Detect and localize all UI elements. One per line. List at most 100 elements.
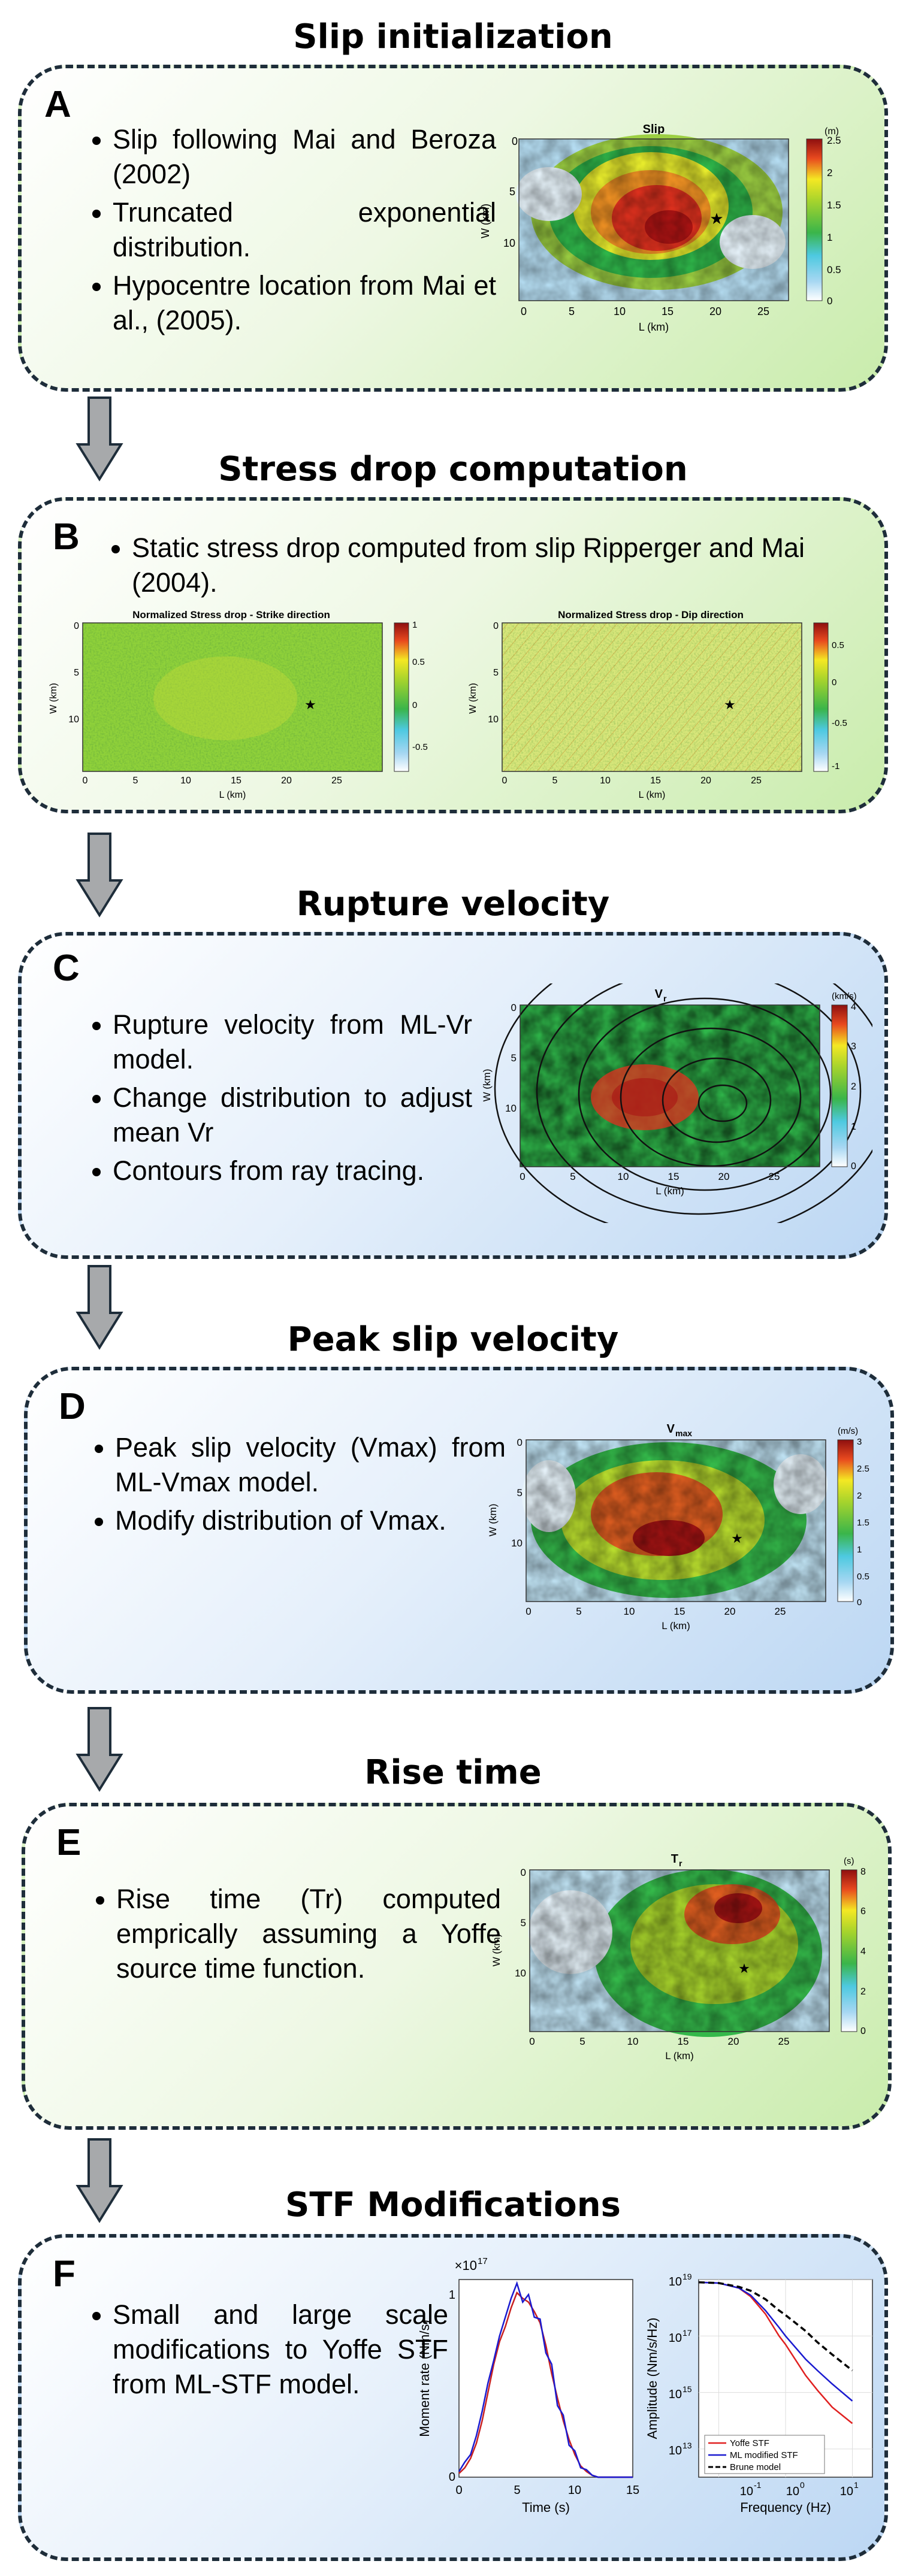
x-tick: 25 — [757, 305, 769, 317]
y-tick: 0 — [521, 1867, 526, 1878]
y-tick: 5 — [521, 1917, 526, 1929]
panel-letter: C — [53, 948, 80, 989]
colorbar-tick: 2 — [827, 167, 832, 178]
colorbar-unit: (s) — [844, 1856, 854, 1866]
colorbar-tick: 2 — [860, 1987, 866, 1997]
x-tick: 20 — [700, 776, 711, 786]
map-texture — [526, 1440, 826, 1602]
y-tick: 10 — [511, 1537, 523, 1549]
bullet-item: Contours from ray tracing. — [113, 1154, 472, 1188]
map-frame — [82, 622, 383, 772]
map-texture — [519, 139, 789, 301]
x-tick: 10 — [840, 2485, 853, 2498]
y-tick: 5 — [493, 668, 499, 678]
x-axis-label: Time (s) — [522, 2500, 570, 2515]
hypocentre-marker: ★ — [724, 697, 736, 712]
y-tick: 10 — [488, 715, 499, 725]
colorbar — [394, 622, 409, 772]
colorbar-unit: (km/s) — [832, 991, 857, 1001]
colorbar-tick: 0 — [851, 1161, 856, 1172]
y-tick: 1 — [449, 2289, 455, 2302]
x-axis-label: L (km) — [639, 790, 666, 800]
colorbar-unit: (m/s) — [838, 1426, 858, 1436]
x-tick: 15 — [650, 776, 661, 786]
colorbar-tick: 1.5 — [857, 1518, 869, 1528]
map-title: Slip — [643, 123, 665, 136]
x-tick: 0 — [529, 2036, 534, 2047]
down-arrow-icon — [76, 1707, 123, 1792]
hypocentre-marker: ★ — [738, 1961, 750, 1976]
rise-time-map: T r ★ 0 5 10 W (km) 0 5 10 15 20 25 L (k… — [491, 1852, 866, 2062]
colorbar-tick: 1 — [851, 1122, 856, 1132]
x-tick: 0 — [520, 1171, 525, 1182]
x-tick: 0 — [521, 305, 527, 317]
y-tick: 10 — [669, 2275, 682, 2289]
x-tick: 0 — [455, 2484, 462, 2497]
x-tick: 10 — [600, 776, 611, 786]
stress-drop-strike-map: Normalized Stress drop - Strike directio… — [49, 609, 428, 800]
colorbar-tick: 3 — [851, 1042, 856, 1052]
x-tick: 10 — [624, 1606, 635, 1617]
colorbar — [837, 1439, 854, 1602]
colorbar-tick: 1.5 — [827, 199, 841, 211]
y-scale-exponent: 17 — [478, 2256, 488, 2266]
y-axis-label: W (km) — [481, 1069, 493, 1102]
colorbar-tick: 0.5 — [832, 640, 844, 650]
bullet-item: Hypocentre location from Mai et al., (20… — [113, 268, 496, 338]
y-tick: 0 — [512, 135, 518, 147]
legend: Yoffe STF ML modified STF Brune model — [704, 2435, 825, 2474]
x-tick-exponent: 1 — [854, 2480, 859, 2490]
time-series-group — [458, 2281, 633, 2478]
bullet-item: Small and large scale modifications to Y… — [113, 2297, 448, 2402]
x-axis-label: L (km) — [665, 2050, 694, 2062]
x-tick: 20 — [718, 1171, 730, 1182]
y-axis-label: W (km) — [487, 1504, 499, 1537]
bullet-list: Rise time (Tr) computed emprically assum… — [79, 1882, 501, 1990]
map-title: T — [671, 1852, 678, 1866]
colorbar-unit: (m) — [825, 126, 839, 137]
rupture-contours — [494, 983, 872, 1223]
y-tick: 10 — [669, 2444, 682, 2457]
y-tick-exponent: 19 — [682, 2272, 692, 2281]
bullet-item: Change distribution to adjust mean Vr — [113, 1080, 472, 1150]
x-tick: 0 — [526, 1606, 531, 1617]
y-tick-exponent: 13 — [682, 2441, 692, 2450]
x-tick-exponent: -1 — [754, 2480, 762, 2490]
y-tick-exponent: 15 — [682, 2384, 692, 2394]
colorbar — [831, 1004, 848, 1167]
y-scale-factor: ×10 — [455, 2258, 477, 2273]
x-axis-label: Frequency (Hz) — [740, 2500, 831, 2515]
y-tick-exponent: 17 — [682, 2328, 692, 2338]
down-arrow-icon — [76, 1265, 123, 1350]
section-title-peak-slip-velocity: Peak slip velocity — [287, 1320, 619, 1359]
x-tick: 20 — [281, 776, 292, 786]
y-tick: 5 — [511, 1052, 517, 1064]
bullet-list: Peak slip velocity (Vmax) from ML-Vmax m… — [78, 1430, 506, 1542]
spectrum-series-2 — [698, 2281, 853, 2372]
colorbar-tick: 2 — [857, 1491, 862, 1501]
x-tick: 20 — [709, 305, 721, 317]
colorbar-tick: 6 — [860, 1906, 866, 1917]
colorbar-tick: -0.5 — [832, 718, 847, 728]
colorbar-tick: 0 — [827, 295, 832, 307]
colorbar-tick: 4 — [851, 1002, 856, 1012]
amplitude-spectrum-plot: 10 19 10 17 10 15 10 13 Amplitude (Nm/s/… — [645, 2272, 873, 2515]
x-tick: 15 — [674, 1606, 685, 1617]
colorbar-tick: 3 — [857, 1437, 862, 1447]
y-axis-label: W (km) — [491, 1934, 502, 1967]
y-axis-label: W (km) — [49, 683, 59, 714]
colorbar-tick: 0 — [412, 700, 417, 710]
x-tick-exponent: 0 — [800, 2480, 805, 2490]
moment-rate-series-1 — [458, 2281, 633, 2478]
x-tick: 25 — [775, 1606, 786, 1617]
down-arrow-icon — [76, 833, 123, 918]
y-axis-label: W (km) — [468, 683, 478, 714]
spectrum-series-group — [698, 2281, 853, 2424]
panel-rupture-velocity: C Rupture velocity from ML-Vr model. Cha… — [18, 932, 888, 1259]
map-frame — [526, 1439, 826, 1602]
y-axis-label: W (km) — [479, 204, 491, 238]
x-tick: 10 — [618, 1171, 629, 1182]
x-tick: 15 — [231, 776, 241, 786]
panel-letter: D — [59, 1386, 86, 1427]
x-tick: 10 — [627, 2036, 639, 2047]
